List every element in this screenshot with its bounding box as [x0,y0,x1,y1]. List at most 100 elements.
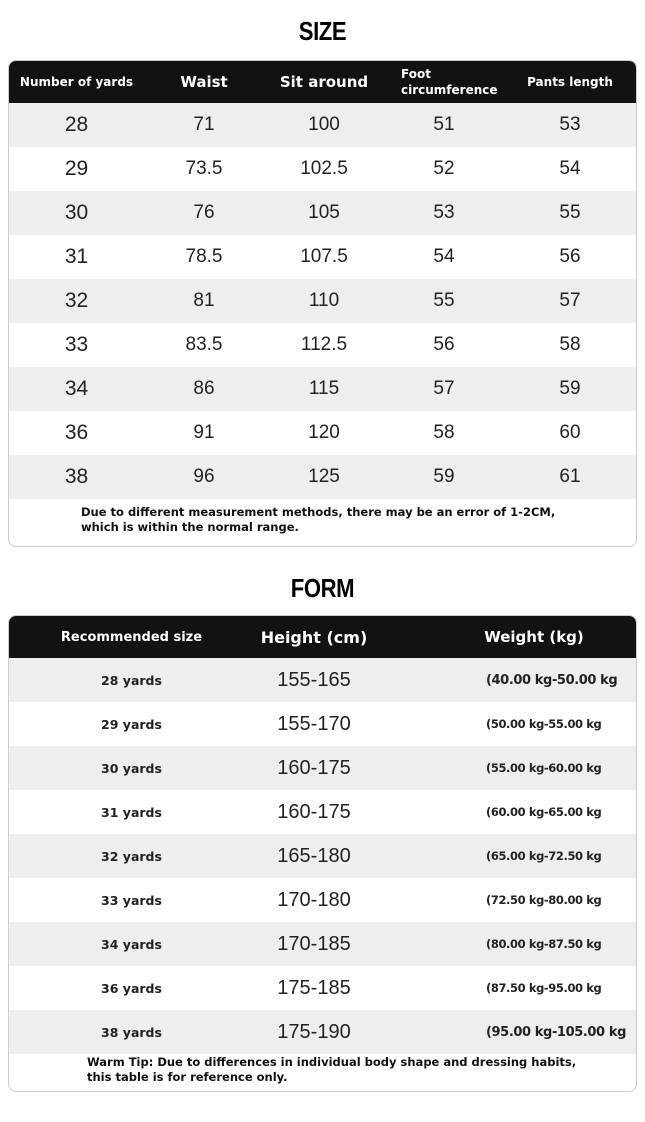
table-cell: 86 [193,378,215,399]
table-row: 34 yards 170-185 (80.00 kg-87.50 kg [9,922,636,966]
table-cell: 155-165 [277,668,351,691]
table-row: 31 78.5 107.5 54 56 [9,235,636,279]
table-cell: 175-185 [277,976,351,999]
table-cell: 78.5 [185,246,223,267]
table-cell: 32 yards [101,848,162,864]
table-cell: 71 [193,114,215,135]
table-cell: 29 yards [101,716,162,732]
table-cell: 38 yards [101,1024,162,1040]
table-cell: 175-190 [277,1020,351,1043]
table-row: 32 yards 165-180 (65.00 kg-72.50 kg [9,834,636,878]
table-note: Due to different measurement methods, th… [81,505,556,534]
header-cell: Foot circumference [401,67,498,97]
table-row: 36 91 120 58 60 [9,411,636,455]
table-row: 38 yards 175-190 (95.00 kg-105.00 kg [9,1010,636,1054]
table-cell: (87.50 kg-95.00 kg [486,981,602,995]
table-row: 29 73.5 102.5 52 54 [9,147,636,191]
table-cell: 28 [64,113,89,136]
table-row: 30 yards 160-175 (55.00 kg-60.00 kg [9,746,636,790]
table-cell: 51 [433,114,455,135]
table-cell: 91 [193,422,215,443]
table-cell: 83.5 [185,334,223,355]
table-cell: 56 [433,334,455,355]
table-cell: 29 [64,157,89,180]
table-cell: 55 [559,202,581,223]
table-cell: 34 [64,377,89,400]
table-cell: 112.5 [300,334,348,355]
table-row: 28 71 100 51 53 [9,103,636,147]
table-row: 33 83.5 112.5 56 58 [9,323,636,367]
table-cell: 56 [559,246,581,267]
table-cell: 36 yards [101,980,162,996]
table-row: 34 86 115 57 59 [9,367,636,411]
table-cell: (55.00 kg-60.00 kg [486,761,602,775]
table-cell: 36 [64,421,89,444]
table-row: 36 yards 175-185 (87.50 kg-95.00 kg [9,966,636,1010]
table-cell: 55 [433,290,455,311]
table-cell: 59 [559,378,581,399]
table-cell: 30 yards [101,760,162,776]
table-row: 28 yards 155-165 (40.00 kg-50.00 kg [9,658,636,702]
form-table: Recommended size Height (cm) Weight (kg) 28… [8,615,637,1092]
table-cell: 102.5 [300,158,348,179]
table-row: 32 81 110 55 57 [9,279,636,323]
table-cell: 59 [433,466,455,487]
header-cell: Height (cm) [260,627,368,647]
table-cell: 31 [64,245,89,268]
section-title: SIZE [298,16,347,46]
table-cell: 31 yards [101,804,162,820]
table-cell: 155-170 [277,712,351,735]
table-cell: (60.00 kg-65.00 kg [486,805,602,819]
table-cell: 81 [193,290,215,311]
header-cell: Number of yards [19,75,134,89]
table-cell: 54 [433,246,455,267]
table-cell: 33 yards [101,892,162,908]
table-cell: 120 [308,422,340,443]
table-cell: 160-175 [277,800,351,823]
header-cell: Recommended size [60,629,203,645]
table-row: 33 yards 170-180 (72.50 kg-80.00 kg [9,878,636,922]
table-cell: 170-185 [277,932,351,955]
table-cell: (65.00 kg-72.50 kg [486,849,602,863]
table-cell: 57 [559,290,581,311]
table-cell: (80.00 kg-87.50 kg [486,937,602,951]
header-cell: Waist [180,73,228,91]
table-cell: 96 [193,466,215,487]
table-cell: 61 [559,466,581,487]
table-row: 29 yards 155-170 (50.00 kg-55.00 kg [9,702,636,746]
table-cell: 60 [559,422,581,443]
table-cell: 53 [433,202,455,223]
table-cell: (40.00 kg-50.00 kg [486,672,618,688]
table-cell: 110 [308,290,340,311]
table-cell: 52 [433,158,455,179]
table-cell: 58 [433,422,455,443]
table-cell: 38 [64,465,89,488]
table-cell: 30 [64,201,89,224]
table-cell: 73.5 [185,158,223,179]
table-cell: 170-180 [277,888,351,911]
table-cell: 54 [559,158,581,179]
table-row: 38 96 125 59 61 [9,455,636,499]
table-cell: 33 [64,333,89,356]
table-cell: 32 [64,289,89,312]
table-cell: 76 [193,202,215,223]
table-cell: 34 yards [101,936,162,952]
size-table: Number of yards Waist Sit around Foot circu… [8,60,637,547]
table-cell: 53 [559,114,581,135]
table-cell: (95.00 kg-105.00 kg [486,1024,626,1040]
table-row: 31 yards 160-175 (60.00 kg-65.00 kg [9,790,636,834]
header-cell: Sit around [279,73,369,91]
table-cell: 107.5 [300,246,348,267]
table-cell: 28 yards [101,672,162,688]
table-cell: 115 [308,378,340,399]
table-cell: 165-180 [277,844,351,867]
header-cell: Pants length [527,75,613,89]
table-header: Recommended size Height (cm) Weight (kg) [9,616,636,658]
table-cell: (72.50 kg-80.00 kg [486,893,602,907]
table-note: Warm Tip: Due to differences in individu… [87,1055,577,1084]
table-cell: 100 [308,114,340,135]
table-cell: 58 [559,334,581,355]
header-cell: Weight (kg) [484,628,584,646]
table-cell: 125 [308,466,340,487]
